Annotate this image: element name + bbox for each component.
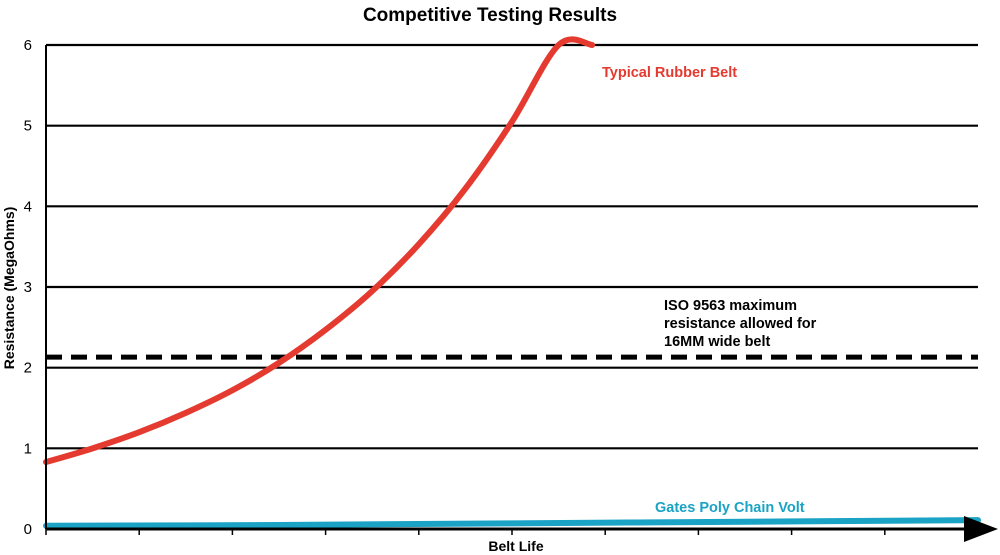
y-tick-label: 3 <box>24 279 32 296</box>
y-tick-labels: 0 1 2 3 4 5 6 <box>24 37 32 538</box>
threshold-annotation: ISO 9563 maximum resistance allowed for 16… <box>664 298 817 350</box>
series-label-1: Gates Poly Chain Volt <box>655 500 805 516</box>
y-tick-label: 5 <box>24 118 32 135</box>
y-axis-label: Resistance (MegaOhms) <box>1 207 17 370</box>
threshold-annotation-line: resistance allowed for <box>664 316 817 332</box>
y-tick-label: 6 <box>24 37 32 54</box>
gridlines <box>46 43 978 450</box>
series-label-0: Typical Rubber Belt <box>602 65 737 81</box>
series-line-1 <box>43 517 981 529</box>
y-tick-label: 2 <box>24 360 32 377</box>
series-line-0 <box>43 36 596 466</box>
series-lines: Typical Rubber Belt Gates Poly Chain Volt <box>43 36 981 529</box>
chart-title: Competitive Testing Results <box>363 5 617 26</box>
x-axis-arrowhead <box>964 516 998 542</box>
axes <box>45 45 998 542</box>
y-tick-label: 4 <box>24 198 32 215</box>
threshold-annotation-line: 16MM wide belt <box>664 334 771 350</box>
y-tick-label: 0 <box>24 521 32 538</box>
y-tick-label: 1 <box>24 440 32 457</box>
threshold-annotation-line: ISO 9563 maximum <box>664 298 797 314</box>
x-axis-label: Belt Life <box>488 538 543 554</box>
